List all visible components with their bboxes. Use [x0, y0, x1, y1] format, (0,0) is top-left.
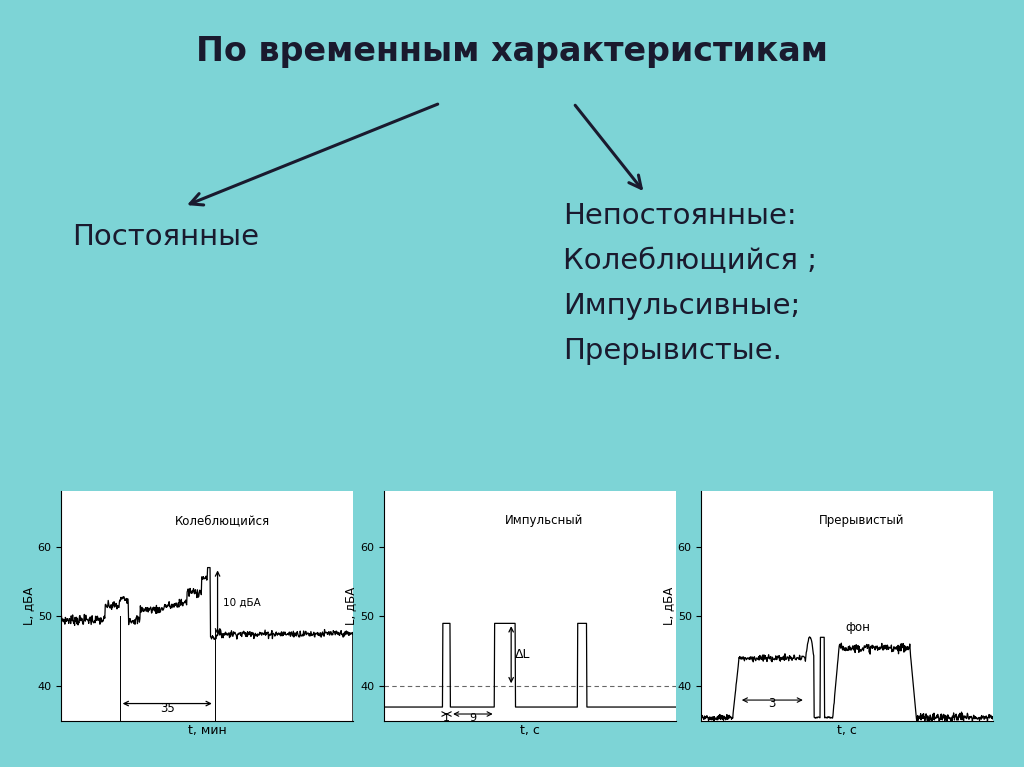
Text: 1: 1: [443, 713, 450, 723]
X-axis label: t, мин: t, мин: [188, 724, 226, 737]
X-axis label: t, с: t, с: [838, 724, 857, 737]
Text: фон: фон: [846, 621, 870, 634]
Text: Прерывистый: Прерывистый: [819, 514, 904, 527]
Text: Колеблющийся ;: Колеблющийся ;: [563, 247, 817, 275]
Text: Колеблющийся: Колеблющийся: [174, 514, 269, 527]
Text: Импульсивные;: Импульсивные;: [563, 292, 801, 320]
Text: 10 дБА: 10 дБА: [223, 597, 261, 607]
Y-axis label: L, дБА: L, дБА: [22, 587, 35, 625]
X-axis label: t, с: t, с: [520, 724, 540, 737]
Y-axis label: L, дБА: L, дБА: [344, 587, 357, 625]
Text: ΔL: ΔL: [515, 648, 530, 661]
Text: Прерывистые.: Прерывистые.: [563, 337, 782, 365]
Text: 3: 3: [769, 697, 776, 710]
Text: 35: 35: [160, 702, 175, 715]
Text: Постоянные: Постоянные: [72, 223, 259, 252]
Text: По временным характеристикам: По временным характеристикам: [196, 35, 828, 68]
Y-axis label: L, дБА: L, дБА: [662, 587, 675, 625]
Text: Импульсный: Импульсный: [505, 514, 584, 527]
Text: Непостоянные:: Непостоянные:: [563, 202, 797, 230]
Text: 9: 9: [469, 713, 476, 723]
